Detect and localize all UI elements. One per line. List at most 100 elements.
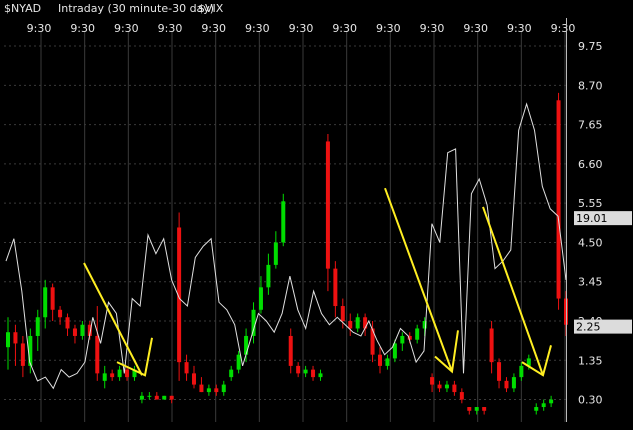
candle-body	[430, 377, 435, 385]
y-tick-label: 0.30	[578, 394, 603, 407]
arrow-line	[482, 206, 544, 376]
candle-body	[43, 287, 48, 318]
y-tick-label: 4.50	[578, 236, 603, 249]
candle-body	[504, 380, 509, 389]
candle-body	[58, 309, 63, 318]
candle-body	[452, 384, 457, 393]
candle-body	[333, 268, 338, 307]
candle-body	[221, 384, 226, 393]
candle-body	[303, 369, 308, 374]
y-tick-label: 3.45	[578, 276, 603, 289]
y-tick-label: 7.65	[578, 119, 603, 132]
arrow-line	[83, 262, 143, 376]
candle-body	[206, 388, 211, 393]
x-tick-label: 9:30	[201, 22, 226, 35]
candle-body	[325, 141, 330, 269]
candle-body	[541, 403, 546, 408]
candle-body	[28, 335, 33, 366]
candle-body	[162, 395, 167, 400]
x-tick-label: 9:30	[158, 22, 183, 35]
candle-body	[318, 373, 323, 378]
candle-body	[556, 100, 561, 299]
y-tick-label: 6.60	[578, 158, 603, 171]
candle-body	[422, 321, 427, 329]
annotation-arrows	[83, 187, 552, 377]
interval-label[interactable]: Intraday (30 minute-30 day)	[58, 2, 215, 15]
candle-body	[549, 399, 554, 404]
bar-series	[6, 92, 568, 415]
candle-body	[370, 328, 375, 355]
chart-header: $NYAD Intraday (30 minute-30 day) $VIX	[0, 0, 633, 18]
candle-body	[489, 328, 494, 363]
candle-body	[192, 373, 196, 385]
candle-body	[355, 317, 360, 329]
candle-body	[147, 395, 152, 397]
candle-body	[236, 354, 241, 370]
x-tick-label: 9:30	[420, 22, 445, 35]
arrow-head	[434, 330, 459, 374]
symbol-label[interactable]: $NYAD	[4, 2, 42, 15]
price-badge-label: 2.25	[576, 321, 601, 334]
candle-body	[125, 369, 130, 378]
candle-body	[13, 332, 18, 344]
candle-body	[363, 317, 368, 329]
candle-body	[169, 395, 174, 400]
candle-body	[132, 369, 137, 378]
candle-body	[378, 354, 382, 366]
y-tick-label: 8.70	[578, 79, 603, 92]
x-tick-label: 9:30	[27, 22, 52, 35]
candle-body	[311, 369, 316, 378]
candle-body	[444, 384, 449, 389]
grid	[4, 32, 566, 422]
x-tick-label: 9:30	[70, 22, 95, 35]
arrow-head	[521, 345, 552, 377]
candle-body	[281, 201, 286, 243]
x-tick-label: 9:30	[463, 22, 488, 35]
candle-body	[199, 384, 204, 393]
arrow-head	[116, 337, 153, 377]
x-tick-label: 9:30	[551, 22, 576, 35]
x-axis-ticks: 9:30 9:30 9:30 9:30 9:30 9:30 9:30 9:30 9:30 9:30…	[27, 22, 576, 35]
candle-body	[50, 287, 55, 310]
x-tick-label: 9:30	[114, 22, 139, 35]
vix-series	[5, 102, 567, 390]
candle-body	[244, 335, 249, 355]
candle-body	[266, 264, 271, 288]
candle-body	[6, 332, 10, 348]
candle-body	[95, 335, 100, 374]
candle-body	[474, 407, 479, 411]
candle-body	[154, 395, 159, 400]
candle-body	[65, 317, 70, 329]
vix-line	[5, 102, 567, 390]
overlay-label[interactable]: $VIX	[198, 2, 224, 15]
candle-body	[258, 287, 263, 310]
candle-body	[497, 362, 502, 381]
y-tick-label: 1.35	[578, 354, 603, 367]
candle-body	[273, 242, 278, 265]
candle-body	[117, 369, 122, 378]
x-tick-label: 9:30	[245, 22, 270, 35]
candle-body	[340, 306, 345, 321]
candle-body	[102, 373, 107, 381]
x-tick-label: 9:30	[289, 22, 314, 35]
candle-body	[459, 392, 464, 400]
price-badges: 19.01 2.25	[574, 211, 632, 334]
candle-body	[87, 324, 92, 336]
candle-body	[184, 362, 189, 374]
candle-body	[110, 373, 115, 378]
candle-body	[139, 395, 144, 400]
candle-body	[177, 227, 182, 363]
candle-body	[482, 407, 487, 411]
candle-body	[348, 321, 353, 329]
x-tick-label: 9:30	[332, 22, 357, 35]
candle-body	[437, 384, 442, 389]
candle-body	[511, 377, 516, 389]
y-tick-label: 5.55	[578, 197, 603, 210]
arrow-line	[384, 187, 453, 372]
candle-body	[392, 343, 397, 359]
candle-body	[296, 365, 301, 374]
y-axis: 0.301.352.403.454.505.556.607.658.709.75	[566, 18, 603, 422]
candle-body	[526, 358, 531, 366]
price-badge	[574, 319, 632, 334]
